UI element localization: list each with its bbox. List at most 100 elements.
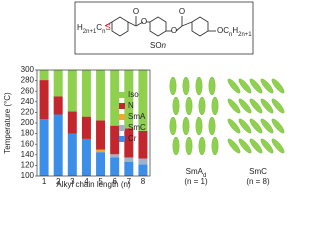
legend-swatch bbox=[119, 103, 125, 109]
oxygen: O bbox=[179, 7, 185, 16]
bar-segment bbox=[53, 96, 63, 115]
bar-segment bbox=[81, 116, 91, 139]
y-tick-label: 140 bbox=[21, 150, 35, 159]
bar-segment bbox=[96, 152, 106, 176]
legend-swatch bbox=[119, 92, 125, 98]
bar-segment bbox=[138, 130, 148, 159]
mesogen bbox=[198, 96, 206, 116]
legend-label: SmC bbox=[128, 123, 146, 132]
left-group-part: n bbox=[102, 29, 105, 35]
mesogen bbox=[260, 118, 274, 134]
mesogen bbox=[198, 136, 206, 156]
bar-segment bbox=[124, 157, 134, 162]
bar-segment bbox=[110, 70, 120, 126]
left-group-part: S bbox=[105, 23, 110, 32]
bar-segment bbox=[138, 70, 148, 131]
y-tick-label: 300 bbox=[21, 65, 35, 74]
y-tick-label: 240 bbox=[21, 97, 35, 106]
bar-segment bbox=[39, 80, 49, 120]
mesogen bbox=[238, 98, 252, 114]
mesogen bbox=[195, 116, 203, 136]
legend-label: Iso bbox=[128, 90, 139, 99]
right-group-part: OC bbox=[217, 26, 229, 35]
mesogen bbox=[227, 118, 241, 134]
left-group-part: C bbox=[96, 23, 102, 32]
legend-swatch bbox=[119, 136, 125, 142]
legend-label: Cr bbox=[128, 134, 137, 143]
figure: H2n+1CnS OCnH2n+1SOnOOOO10012014016018020… bbox=[3, 1, 285, 189]
mesogen bbox=[249, 118, 263, 134]
oxygen: O bbox=[133, 7, 139, 16]
phase-label: SmAd bbox=[186, 167, 207, 178]
structure-bonds bbox=[104, 16, 216, 37]
y-tick-label: 260 bbox=[21, 86, 35, 95]
mesogen bbox=[249, 78, 263, 94]
bar-segment bbox=[53, 70, 63, 97]
mesogen bbox=[169, 116, 177, 136]
x-tick-label: 5 bbox=[98, 177, 103, 186]
right-group-part: n bbox=[229, 32, 232, 38]
mesogen bbox=[260, 138, 274, 154]
mesogen bbox=[227, 78, 241, 94]
mesogen bbox=[172, 96, 180, 116]
x-tick-label: 6 bbox=[112, 177, 117, 186]
mesogen bbox=[271, 118, 285, 134]
bar-segment bbox=[67, 111, 77, 134]
bar-segment bbox=[124, 70, 134, 129]
mesogen bbox=[195, 76, 203, 96]
bar-segment bbox=[81, 138, 91, 176]
oxygen: O bbox=[171, 26, 177, 35]
bar-segment bbox=[110, 125, 120, 155]
plot-frame bbox=[36, 69, 151, 177]
mesogen bbox=[238, 118, 252, 134]
y-tick-label: 100 bbox=[21, 171, 35, 180]
mesogen bbox=[260, 78, 274, 94]
phase-label-part: d bbox=[203, 173, 206, 179]
mesogen bbox=[249, 138, 263, 154]
x-tick-label: 2 bbox=[56, 177, 61, 186]
mesogen bbox=[208, 76, 216, 96]
bar-segment bbox=[124, 161, 134, 176]
legend-label: N bbox=[128, 101, 134, 110]
mesogen bbox=[271, 78, 285, 94]
y-tick-label: 220 bbox=[21, 108, 35, 117]
oxygen: O bbox=[141, 17, 147, 26]
bar-segment bbox=[81, 70, 91, 117]
y-axis-label: Temperature (°C) bbox=[3, 92, 12, 154]
bar-segment bbox=[67, 70, 77, 112]
bar-segment bbox=[110, 157, 120, 176]
x-axis-label: Alkyl chain length (n) bbox=[56, 180, 131, 189]
bar-segment bbox=[53, 114, 63, 176]
bar-segment bbox=[39, 119, 49, 176]
phase-note: (n = 1) bbox=[184, 177, 208, 186]
compound-name-part: SO bbox=[150, 41, 162, 50]
mesogen bbox=[182, 116, 190, 136]
right-group: OCnH2n+1 bbox=[217, 26, 252, 37]
compound-name: SOn bbox=[150, 41, 167, 50]
structure-box bbox=[74, 1, 254, 55]
y-tick-label: 120 bbox=[21, 161, 35, 170]
left-group-part: H bbox=[77, 23, 83, 32]
y-tick-label: 280 bbox=[21, 76, 35, 85]
mesogen bbox=[271, 98, 285, 114]
x-tick-label: 4 bbox=[84, 177, 89, 186]
left-group: H2n+1CnS bbox=[77, 23, 111, 34]
phase-label-part: SmA bbox=[186, 167, 204, 176]
x-tick-label: 1 bbox=[42, 177, 47, 186]
mesogen bbox=[169, 76, 177, 96]
x-tick-label: 7 bbox=[127, 177, 132, 186]
mesogen bbox=[182, 76, 190, 96]
mesogen bbox=[208, 116, 216, 136]
y-tick-label: 180 bbox=[21, 129, 35, 138]
mesogen bbox=[249, 98, 263, 114]
x-tick-label: 8 bbox=[141, 177, 146, 186]
legend-swatch bbox=[119, 125, 125, 131]
phase-label-part: SmC bbox=[249, 167, 267, 176]
x-tick-label: 3 bbox=[70, 177, 75, 186]
mesogen bbox=[260, 98, 274, 114]
mesogen bbox=[238, 138, 252, 154]
mesogen bbox=[238, 78, 252, 94]
mesogen bbox=[211, 96, 219, 116]
mesogen bbox=[211, 136, 219, 156]
compound-name-part: n bbox=[162, 41, 167, 50]
